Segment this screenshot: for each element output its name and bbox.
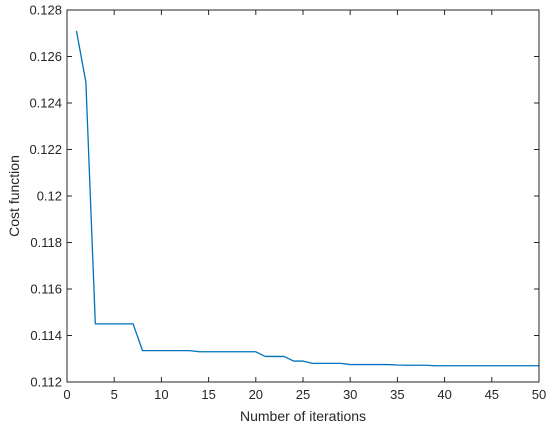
y-tick-label: 0.128 bbox=[29, 3, 62, 18]
y-tick-label: 0.118 bbox=[30, 235, 62, 250]
plot-frame bbox=[66, 9, 540, 383]
series-layer bbox=[75, 30, 539, 367]
x-tick-label: 10 bbox=[154, 387, 168, 402]
x-tick-label: 35 bbox=[390, 387, 404, 402]
y-axis-title: Cost function bbox=[6, 155, 22, 237]
x-tick-label: 15 bbox=[201, 387, 215, 402]
x-tick-label: 50 bbox=[532, 387, 546, 402]
x-tick-label: 20 bbox=[249, 387, 263, 402]
x-tick-label: 30 bbox=[343, 387, 357, 402]
y-tick-label: 0.122 bbox=[29, 142, 62, 157]
y-tick-label: 0.12 bbox=[37, 189, 62, 204]
x-tick-label: 0 bbox=[63, 387, 70, 402]
y-tick-label: 0.116 bbox=[30, 282, 62, 297]
y-tick-label: 0.112 bbox=[30, 375, 62, 390]
x-tick-label: 40 bbox=[437, 387, 451, 402]
y-tick-label: 0.114 bbox=[30, 328, 62, 343]
cost-function-line bbox=[75, 30, 539, 367]
y-tick-label: 0.124 bbox=[29, 96, 62, 111]
x-axis-title: Number of iterations bbox=[240, 408, 366, 424]
x-tick-label: 25 bbox=[296, 387, 310, 402]
y-tick-label: 0.126 bbox=[29, 49, 62, 64]
x-tick-label: 5 bbox=[111, 387, 118, 402]
x-tick-label: 45 bbox=[485, 387, 499, 402]
ticks-layer: 0 5 10 15 20 25 30 35 40 45 50 0.112 0.114 0.116 0.118… bbox=[29, 3, 546, 403]
plot-area-background bbox=[67, 10, 539, 382]
